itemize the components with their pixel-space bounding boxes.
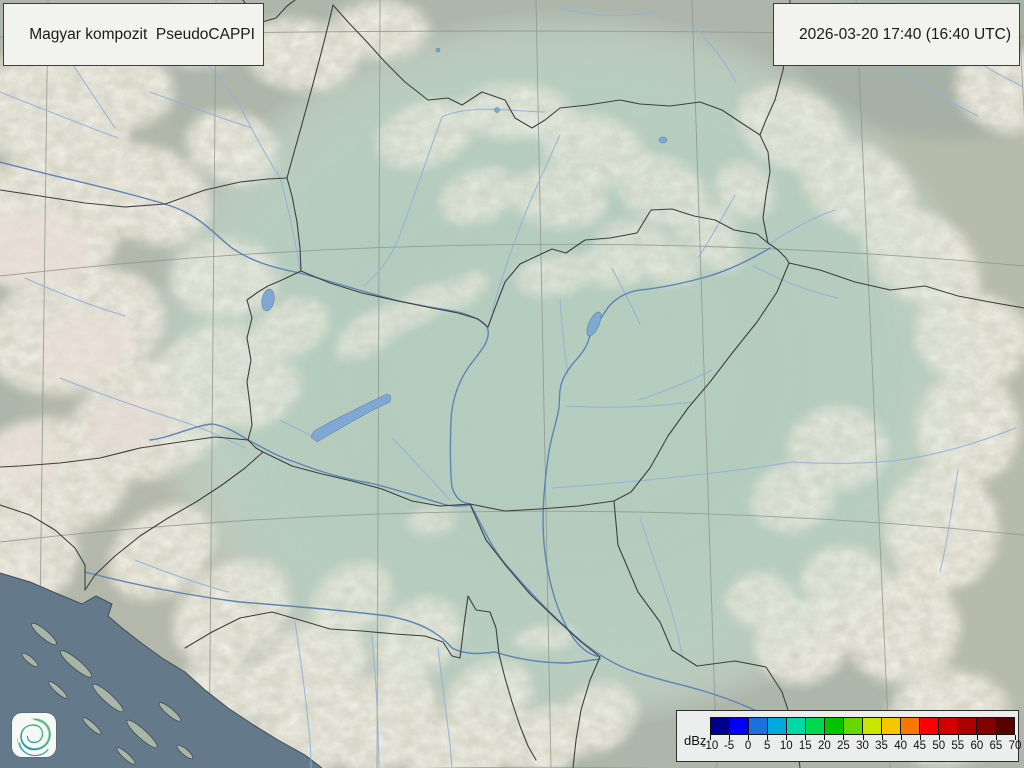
drava-river [149, 423, 471, 507]
dbz-tick-label: 15 [798, 740, 812, 752]
lake-tisza [586, 311, 602, 337]
timestamp-label: 2026-03-20 17:40 (16:40 UTC) [799, 26, 1011, 43]
dbz-tick-label: 10 [779, 740, 793, 752]
dbz-tick-label: -10 [701, 740, 719, 752]
dbz-color-cell [768, 718, 787, 734]
adriatic-islands [21, 622, 194, 765]
dbz-tick-label: 65 [989, 740, 1003, 752]
hungaromet-logo [12, 713, 56, 757]
product-label-box: Magyar kompozit PseudoCAPPI [3, 3, 264, 66]
legend-unit-label: dBz [684, 733, 707, 748]
dbz-color-cell [730, 718, 749, 734]
dbz-color-cell [711, 718, 730, 734]
dbz-tick-label: 5 [763, 740, 771, 752]
dbz-tick-label: -5 [723, 740, 735, 752]
dbz-colorbar-ticks [710, 735, 1016, 740]
dbz-color-cell [958, 718, 977, 734]
timestamp-box: 2026-03-20 17:40 (16:40 UTC) [772, 3, 1020, 66]
dbz-tick-label: 55 [951, 740, 965, 752]
dbz-tick-label: 40 [894, 740, 908, 752]
dbz-color-cell [749, 718, 768, 734]
spiral-logo-icon [17, 718, 51, 757]
dbz-tick-label: 45 [913, 740, 927, 752]
lake-balaton [310, 393, 392, 443]
rivers-major [0, 161, 811, 743]
dbz-colorbar [710, 717, 1015, 735]
product-label: Magyar kompozit PseudoCAPPI [29, 26, 255, 43]
dbz-tick-label: 20 [817, 740, 831, 752]
dbz-color-cell [863, 718, 882, 734]
dbz-color-cell [901, 718, 920, 734]
dbz-tick-label: 50 [932, 740, 946, 752]
sava-river [84, 571, 601, 664]
tisza-river [542, 247, 771, 658]
dbz-tick-label: 30 [856, 740, 869, 752]
dbz-colorbar-labels: -10 -5 0 5 10 15 20 25 30 35 40 45 50 55 60 65 70 [702, 740, 1022, 754]
dbz-tick-label: 25 [837, 740, 850, 752]
danube-river [0, 161, 811, 743]
dbz-color-cell [920, 718, 939, 734]
dbz-tick-label: 0 [744, 740, 752, 752]
dbz-color-cell [977, 718, 996, 734]
dbz-color-cell [844, 718, 863, 734]
dbz-color-cell [806, 718, 825, 734]
dbz-tick-label: 70 [1008, 740, 1022, 752]
dbz-color-cell [882, 718, 901, 734]
rivers-minor [0, 7, 1023, 768]
adriatic-sea [0, 572, 323, 768]
lakes [261, 47, 668, 443]
lake-neusiedl [261, 288, 275, 312]
dbz-color-cell [825, 718, 844, 734]
dbz-color-cell [939, 718, 958, 734]
dbz-tick-label: 35 [875, 740, 888, 752]
dbz-color-cell [787, 718, 806, 734]
dbz-color-cell [996, 718, 1014, 734]
dbz-tick-label: 60 [970, 740, 984, 752]
dbz-legend: dBz -10 -5 0 5 10 15 20 25 30 35 40 45 50 55 60 65 70 [676, 710, 1022, 762]
